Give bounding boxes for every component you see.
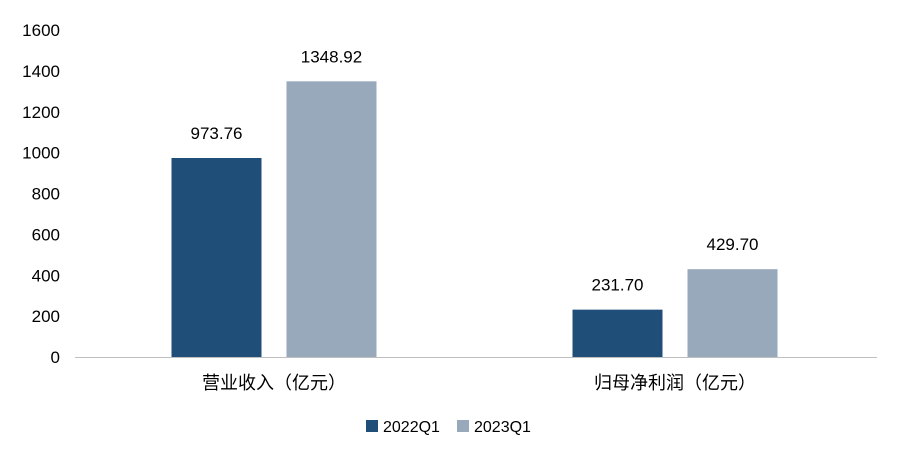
legend-swatch [366, 420, 378, 432]
legend-label: 2022Q1 [383, 419, 440, 436]
data-label: 231.70 [592, 276, 644, 295]
bar-2023Q1-0 [286, 81, 377, 357]
y-tick-label: 0 [51, 348, 60, 367]
y-tick-label: 1000 [22, 144, 60, 163]
y-tick-label: 1400 [22, 62, 60, 81]
data-labels: 973.76 1348.92 231.70 429.70 [191, 47, 759, 294]
y-tick-label: 1600 [22, 21, 60, 40]
legend: 2022Q1 2023Q1 [366, 419, 531, 436]
y-tick-label: 600 [32, 225, 60, 244]
y-tick-label: 800 [32, 185, 60, 204]
data-label: 429.70 [707, 235, 759, 254]
bar-2023Q1-1 [687, 269, 778, 357]
x-category-label: 归母净利润（亿元） [594, 373, 756, 393]
x-category-label: 营业收入（亿元） [202, 373, 346, 393]
data-label: 973.76 [191, 124, 243, 143]
data-label: 1348.92 [301, 47, 362, 66]
bar-2022Q1-1 [572, 309, 663, 357]
y-tick-label: 400 [32, 266, 60, 285]
bar-2022Q1-0 [171, 157, 262, 357]
legend-swatch [457, 420, 469, 432]
y-axis: 0 200 400 600 800 1000 1200 1400 1600 [22, 21, 60, 367]
y-tick-label: 1200 [22, 103, 60, 122]
y-tick-label: 200 [32, 307, 60, 326]
legend-item-2022Q1: 2022Q1 [366, 419, 440, 436]
legend-item-2023Q1: 2023Q1 [457, 419, 531, 436]
bars [171, 81, 778, 357]
x-axis-categories: 营业收入（亿元） 归母净利润（亿元） [202, 373, 756, 393]
legend-label: 2023Q1 [474, 419, 531, 436]
